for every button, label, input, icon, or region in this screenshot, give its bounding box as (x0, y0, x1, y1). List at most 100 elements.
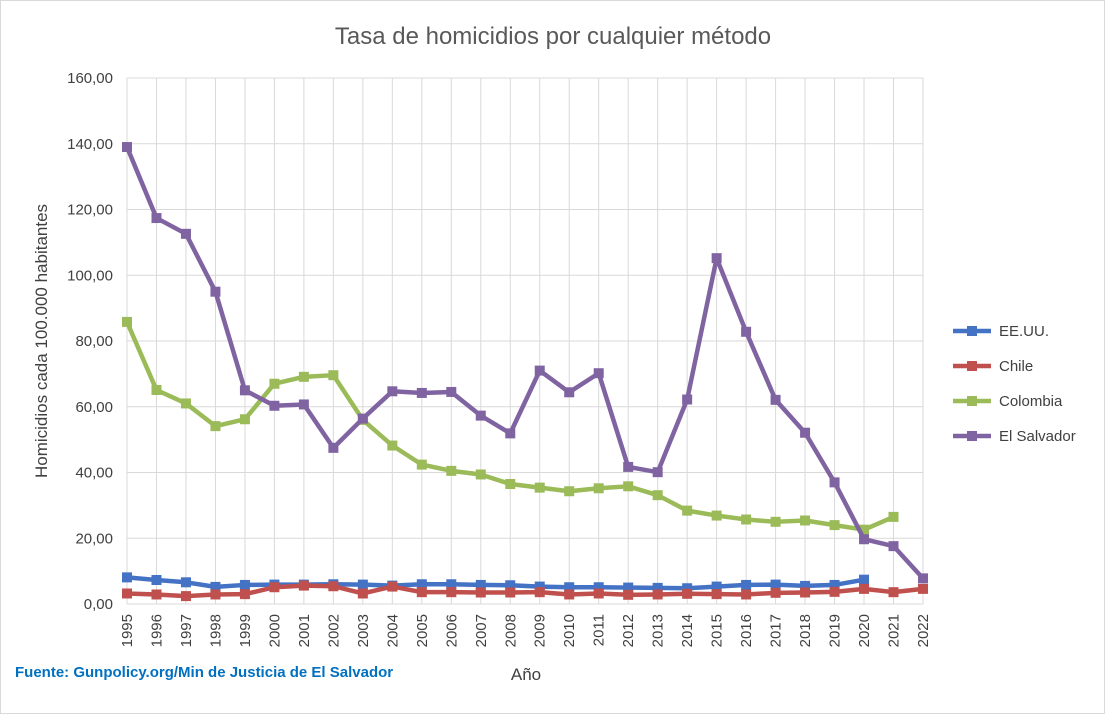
data-point (800, 587, 811, 598)
legend-marker (967, 396, 977, 406)
y-tick-label: 80,00 (75, 333, 113, 350)
y-tick-label: 140,00 (67, 136, 113, 153)
data-point (328, 581, 339, 592)
x-tick-label: 2021 (886, 614, 903, 647)
data-point (269, 378, 280, 389)
x-tick-label: 1999 (237, 614, 254, 647)
data-point (387, 581, 398, 592)
y-tick-label: 120,00 (67, 202, 113, 219)
data-point (593, 588, 604, 599)
data-point (269, 400, 280, 411)
data-point (239, 414, 250, 425)
data-point (564, 589, 575, 600)
data-point (623, 461, 634, 472)
data-point (829, 520, 840, 531)
data-point (770, 516, 781, 527)
data-point (416, 387, 427, 398)
data-point (800, 580, 811, 591)
data-point (829, 579, 840, 590)
data-point (711, 589, 722, 600)
data-point (770, 394, 781, 405)
data-point (446, 465, 457, 476)
x-tick-label: 2007 (473, 614, 490, 647)
x-tick-label: 2000 (266, 614, 283, 647)
x-tick-label: 2022 (915, 614, 932, 647)
data-point (564, 582, 575, 593)
data-point (505, 428, 516, 439)
data-point (210, 589, 221, 600)
data-point (829, 586, 840, 597)
data-point (888, 511, 899, 522)
y-tick-label: 100,00 (67, 267, 113, 284)
x-tick-label: 2013 (650, 614, 667, 647)
data-point (534, 587, 545, 598)
data-point (151, 589, 162, 600)
x-tick-label: 2015 (709, 614, 726, 647)
y-tick-label: 60,00 (75, 399, 113, 416)
x-tick-label: 2003 (355, 614, 372, 647)
data-point (180, 577, 191, 588)
data-point (534, 482, 545, 493)
data-point (357, 413, 368, 424)
series-line (124, 583, 926, 599)
legend-label: El Salvador (999, 428, 1076, 445)
data-point (623, 582, 634, 593)
data-point (475, 469, 486, 480)
data-point (505, 587, 516, 598)
data-point (151, 384, 162, 395)
data-point (357, 579, 368, 590)
data-point (180, 591, 191, 602)
source-note: Fuente: Gunpolicy.org/Min de Justicia de… (15, 664, 393, 681)
data-point (239, 385, 250, 396)
x-axis-title: Año (511, 665, 541, 684)
data-point (239, 589, 250, 600)
legend: EE.UU. Chile Colombia El Salvador (953, 323, 1076, 445)
data-point (741, 589, 752, 600)
x-axis-ticks: 1995 1996 1997 1998 1999 2000 2001 2002 2003 2004… (119, 614, 932, 647)
data-point (652, 582, 663, 593)
data-point (446, 386, 457, 397)
legend-label: EE.UU. (999, 323, 1049, 340)
data-point (357, 588, 368, 599)
x-tick-label: 2004 (384, 614, 401, 647)
data-point (298, 580, 309, 591)
data-point (298, 371, 309, 382)
x-tick-label: 2010 (561, 614, 578, 647)
x-tick-label: 2006 (443, 614, 460, 647)
data-point (564, 486, 575, 497)
data-point (859, 583, 870, 594)
data-point (593, 582, 604, 593)
x-tick-label: 2008 (502, 614, 519, 647)
data-point (682, 505, 693, 516)
data-point (741, 579, 752, 590)
data-point (534, 365, 545, 376)
data-point (210, 421, 221, 432)
data-point (593, 483, 604, 494)
data-point (122, 588, 132, 599)
data-point (652, 467, 663, 478)
data-point (770, 587, 781, 598)
data-point (682, 588, 693, 599)
data-point (505, 580, 516, 591)
y-tick-label: 20,00 (75, 530, 113, 547)
data-point (800, 515, 811, 526)
series-3 (122, 142, 928, 584)
series-group (122, 142, 928, 602)
chart-title: Tasa de homicidios por cualquier método (335, 23, 771, 50)
data-point (652, 490, 663, 501)
data-point (534, 581, 545, 592)
data-point (741, 326, 752, 337)
data-point (888, 541, 899, 552)
data-point (151, 213, 162, 224)
data-point (328, 370, 339, 381)
data-point (210, 581, 221, 592)
data-point (475, 410, 486, 421)
data-point (446, 587, 457, 598)
data-point (505, 479, 516, 490)
data-point (416, 579, 427, 590)
data-point (210, 286, 221, 297)
y-axis-ticks: 0,00 20,00 40,00 60,00 80,00 100,00 120,00 140,… (67, 70, 113, 613)
y-axis-title: Homicidios cada 100.000 habitantes (32, 204, 51, 478)
x-tick-label: 1996 (148, 614, 165, 647)
x-tick-label: 2020 (856, 614, 873, 647)
